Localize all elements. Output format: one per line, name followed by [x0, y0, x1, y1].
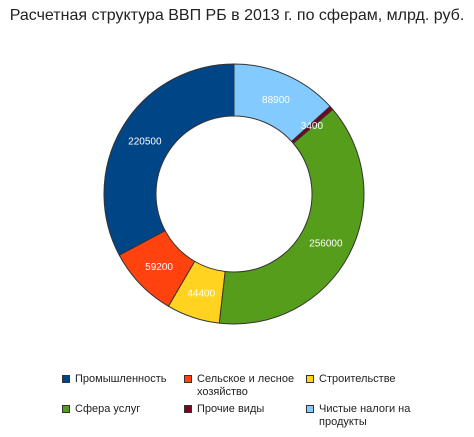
legend-label: Сфера услуг [75, 403, 141, 415]
chart-title: Расчетная структура ВВП РБ в 2013 г. по … [9, 7, 465, 24]
legend-label: Сельское и лесное хозяйство [197, 373, 295, 398]
legend-swatch [62, 375, 70, 383]
slice-value-label: 220500 [128, 136, 162, 147]
legend-label: Строительстве [319, 373, 396, 385]
slice-value-label: 3400 [301, 121, 324, 132]
slice-value-label: 88900 [262, 95, 290, 106]
legend-swatch [184, 375, 192, 383]
legend-swatch [306, 405, 314, 413]
legend-label: Прочие виды [197, 403, 265, 415]
donut-slice [103, 63, 235, 256]
legend-swatch [306, 375, 314, 383]
legend-swatch [184, 405, 192, 413]
legend-label: Промышленность [75, 373, 167, 385]
slice-value-label: 44400 [187, 289, 215, 300]
donut-slice [218, 108, 365, 325]
legend-swatch [62, 405, 70, 413]
legend-label: Чистые налоги на продукты [319, 403, 411, 428]
slice-value-label: 256000 [309, 239, 343, 250]
slice-value-label: 59200 [145, 262, 173, 273]
donut-slice [233, 63, 331, 143]
